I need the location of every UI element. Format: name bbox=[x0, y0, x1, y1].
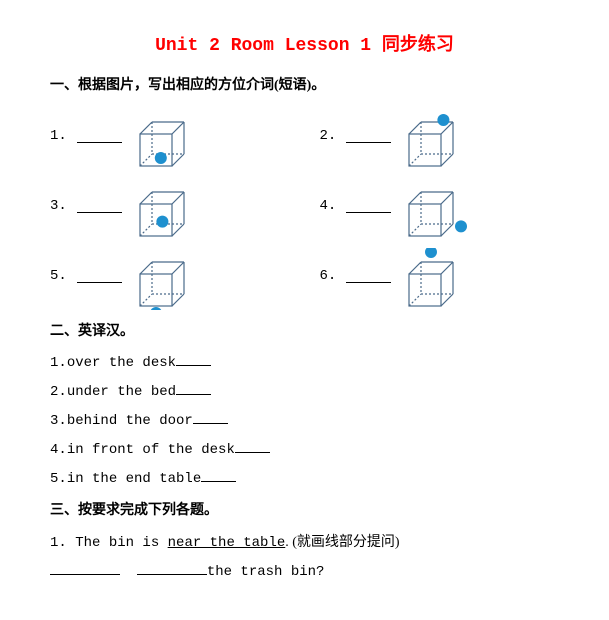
cube-icon bbox=[132, 108, 188, 164]
translate-item: 4.in front of the desk bbox=[50, 439, 559, 458]
answer-blank[interactable] bbox=[176, 381, 211, 395]
item-text: over the desk bbox=[67, 355, 176, 371]
answer-blank[interactable] bbox=[346, 269, 391, 283]
answer-blank[interactable] bbox=[193, 410, 228, 424]
page-title: Unit 2 Room Lesson 1 同步练习 bbox=[50, 30, 559, 56]
item-num: 1. bbox=[50, 355, 67, 371]
answer-blank[interactable] bbox=[50, 561, 120, 575]
translate-item: 3.behind the door bbox=[50, 410, 559, 429]
answer-blank[interactable] bbox=[176, 352, 211, 366]
item-num: 6. bbox=[320, 268, 337, 284]
item-num: 1. bbox=[50, 535, 67, 551]
section2-list: 1.over the desk2.under the bed3.behind t… bbox=[50, 352, 559, 487]
item-text: in front of the desk bbox=[67, 442, 235, 458]
item-num: 4. bbox=[50, 442, 67, 458]
cube-icon bbox=[401, 108, 457, 164]
answer-blank[interactable] bbox=[201, 468, 236, 482]
prepositions-grid: 1. 2. 3. bbox=[50, 106, 559, 306]
preposition-item: 5. bbox=[50, 246, 290, 306]
answer-blank[interactable] bbox=[77, 129, 122, 143]
item-num: 3. bbox=[50, 198, 67, 214]
item-num: 3. bbox=[50, 413, 67, 429]
item-text: under the bed bbox=[67, 384, 176, 400]
item-text: behind the door bbox=[67, 413, 193, 429]
cube-icon bbox=[401, 248, 457, 304]
answer-blank[interactable] bbox=[346, 199, 391, 213]
section3-heading: 三、按要求完成下列各题。 bbox=[50, 499, 559, 519]
item-num: 1. bbox=[50, 128, 67, 144]
item-num: 5. bbox=[50, 471, 67, 487]
cube-icon bbox=[132, 178, 188, 234]
preposition-item: 1. bbox=[50, 106, 290, 166]
translate-item: 2.under the bed bbox=[50, 381, 559, 400]
section3-item1: 1. The bin is near the table. (就画线部分提问) bbox=[50, 531, 559, 551]
item-text: in the end table bbox=[67, 471, 201, 487]
answer-blank[interactable] bbox=[77, 199, 122, 213]
answer-blank[interactable] bbox=[346, 129, 391, 143]
item-num: 2. bbox=[320, 128, 337, 144]
item-num: 2. bbox=[50, 384, 67, 400]
item-post: . (就画线部分提问) bbox=[285, 535, 399, 550]
section1-heading: 一、根据图片，写出相应的方位介词(短语)。 bbox=[50, 74, 559, 94]
section3-item1-line2: the trash bin? bbox=[50, 561, 559, 580]
translate-item: 5.in the end table bbox=[50, 468, 559, 487]
item-num: 4. bbox=[320, 198, 337, 214]
preposition-item: 4. bbox=[320, 176, 560, 236]
preposition-item: 2. bbox=[320, 106, 560, 166]
answer-blank[interactable] bbox=[77, 269, 122, 283]
answer-blank[interactable] bbox=[235, 439, 270, 453]
item-num: 5. bbox=[50, 268, 67, 284]
item-pre: The bin is bbox=[67, 535, 168, 551]
item-tail: the trash bin? bbox=[207, 564, 325, 580]
answer-blank[interactable] bbox=[137, 561, 207, 575]
preposition-item: 6. bbox=[320, 246, 560, 306]
section2-heading: 二、英译汉。 bbox=[50, 320, 559, 340]
cube-icon bbox=[132, 248, 188, 304]
preposition-item: 3. bbox=[50, 176, 290, 236]
cube-icon bbox=[401, 178, 457, 234]
translate-item: 1.over the desk bbox=[50, 352, 559, 371]
title-text: Unit 2 Room Lesson 1 同步练习 bbox=[155, 36, 454, 56]
item-underline: near the table bbox=[168, 535, 286, 551]
